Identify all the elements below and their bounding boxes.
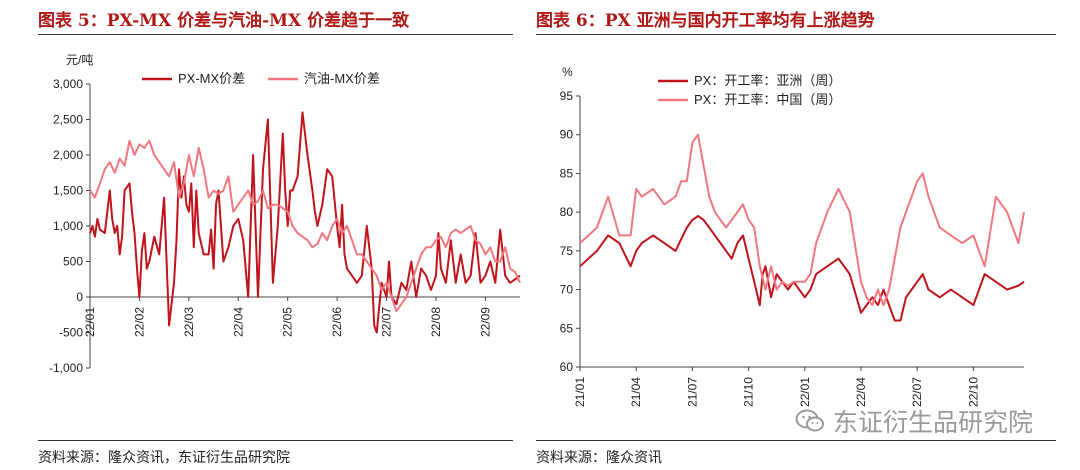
right-y-tick-label: 60 (560, 360, 574, 374)
right-y-tick-label: 65 (560, 321, 574, 335)
left-source-note: 资料来源：隆众资讯，东证衍生品研究院 (38, 450, 290, 466)
left-y-tick-label: 1,000 (53, 219, 83, 233)
left-y-tick-label: -1,000 (49, 361, 83, 375)
left-y-axis-unit: 元/吨 (66, 53, 93, 67)
right-source-note: 资料来源：隆众资讯 (536, 450, 662, 466)
right-y-tick-label: 90 (560, 128, 574, 142)
left-y-tick-label: 1,500 (53, 184, 83, 198)
left-x-tick-label: 22/07 (380, 307, 394, 337)
left-y-tick-label: 3,000 (53, 77, 83, 91)
left-x-tick-label: 22/02 (132, 307, 146, 337)
right-y-axis-unit: % (562, 65, 573, 79)
left-y-tick-label: 500 (63, 255, 83, 269)
right-x-tick-label: 21/07 (685, 377, 699, 407)
left-legend-label-2: 汽油-MX价差 (304, 71, 380, 86)
wechat-icon (795, 409, 824, 432)
left-panel-title: 图表 5：PX-MX 价差与汽油-MX 价差趋于一致 (38, 11, 410, 31)
left-legend-label-1: PX-MX价差 (178, 71, 245, 86)
left-series-line-2 (89, 139, 521, 313)
left-series-line-1 (89, 111, 521, 334)
right-series-line-1 (579, 215, 1025, 322)
right-y-tick-label: 95 (560, 89, 574, 103)
right-y-tick-label: 75 (560, 244, 574, 258)
right-chart: 60 65 70 75 80 85 90 95% 21/01 21/04 21/07 21/10 22/… (560, 65, 1025, 407)
right-legend-label-2: PX：开工率：中国（周） (694, 92, 841, 107)
left-x-tick-label: 22/04 (231, 307, 245, 337)
left-x-tick-label: 22/08 (429, 307, 443, 337)
right-x-tick-label: 22/07 (910, 377, 924, 407)
right-x-tick-label: 21/01 (573, 377, 587, 407)
watermark-text: 东证衍生品研究院 (833, 408, 1034, 437)
right-x-tick-label: 21/04 (629, 377, 643, 407)
left-y-tick-label: 2,500 (53, 113, 83, 127)
left-y-tick-label: 2,000 (53, 148, 83, 162)
right-series-line-2 (579, 133, 1025, 307)
right-x-tick-label: 22/04 (854, 377, 868, 407)
watermark: 东证衍生品研究院 (795, 404, 1033, 438)
right-y-tick-label: 70 (560, 283, 574, 297)
left-x-tick-label: 22/01 (83, 307, 97, 337)
right-x-tick-label: 22/10 (966, 377, 980, 407)
left-y-tick-label: 0 (76, 290, 83, 304)
left-x-tick-label: 22/09 (478, 307, 492, 337)
left-title-rule (38, 34, 513, 35)
left-y-tick-label: -500 (59, 326, 83, 340)
right-x-tick-label: 22/01 (798, 377, 812, 407)
right-title-rule (536, 34, 1056, 35)
right-x-tick-label: 21/10 (742, 377, 756, 407)
right-y-tick-label: 85 (560, 166, 574, 180)
right-footer-rule (536, 440, 1056, 441)
right-panel-title: 图表 6：PX 亚洲与国内开工率均有上涨趋势 (536, 11, 875, 31)
left-x-tick-label: 22/06 (330, 307, 344, 337)
left-footer-rule (38, 440, 513, 441)
left-x-tick-label: 22/03 (182, 307, 196, 337)
left-x-tick-label: 22/05 (281, 307, 295, 337)
right-y-tick-label: 80 (560, 205, 574, 219)
right-legend-label-1: PX：开工率：亚洲（周） (694, 73, 841, 88)
left-chart: -1,000 -500 0 500 1,000 1,500 2,000 2,500 3,000 元… (49, 53, 521, 375)
